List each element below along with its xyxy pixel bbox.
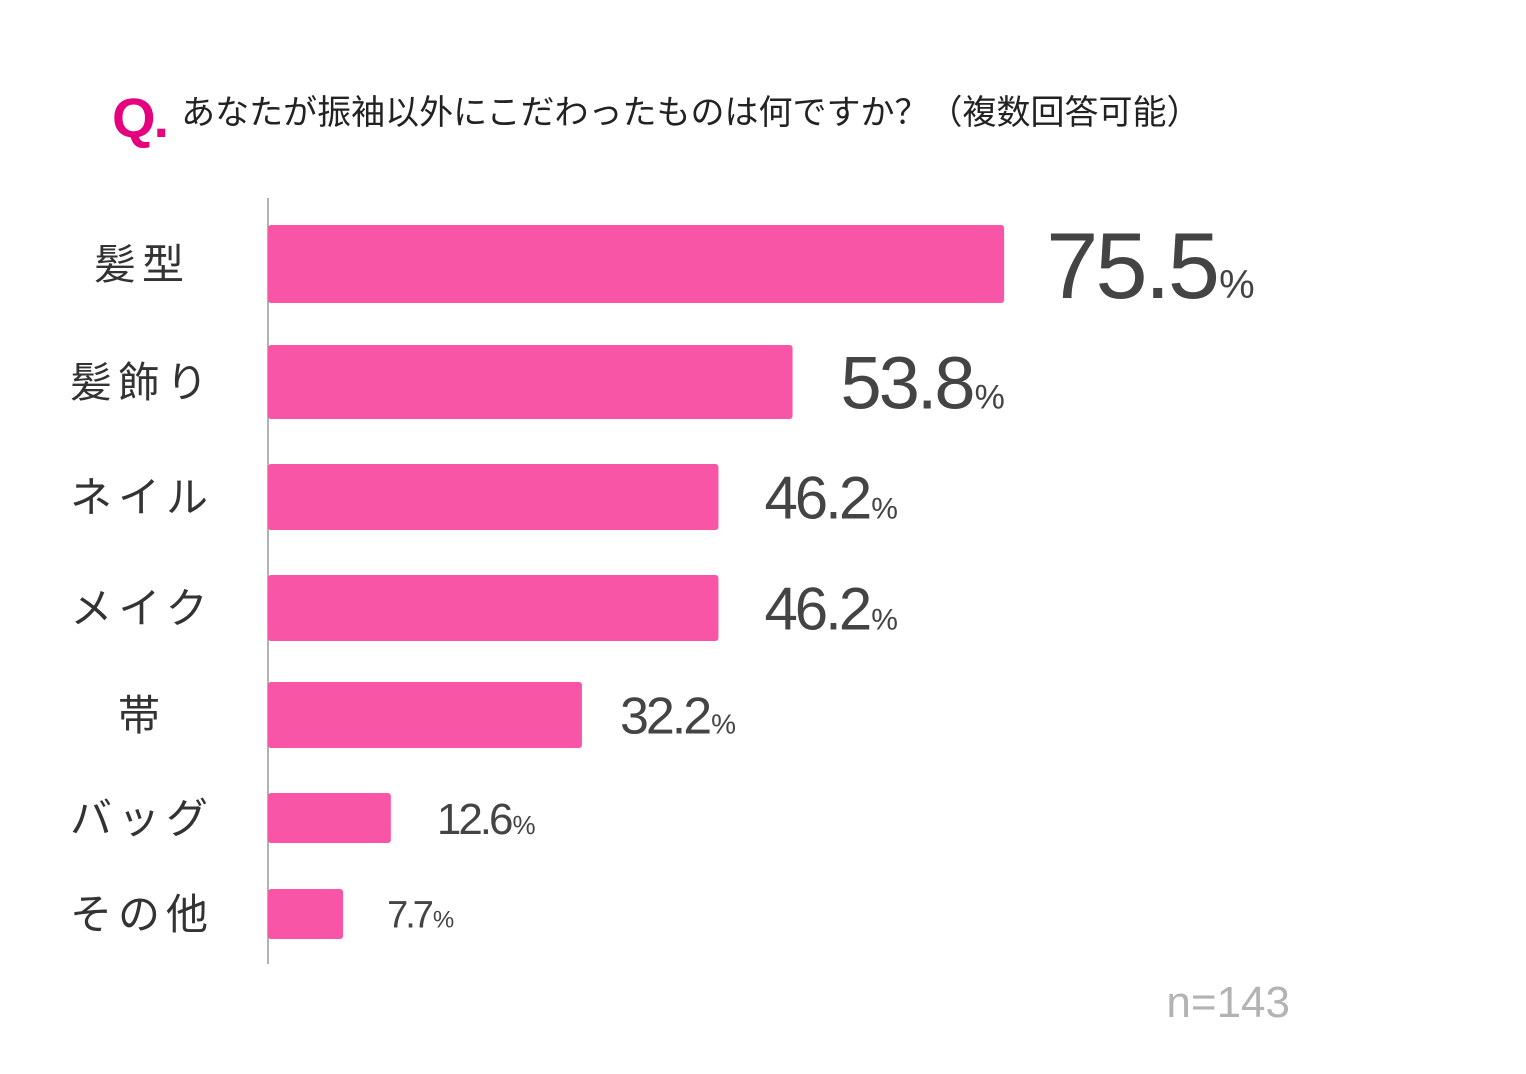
question-title: Q. あなたが振袖以外にこだわったものは何ですか？（複数回答可能） [112, 76, 1200, 146]
value-unit: % [1219, 263, 1255, 307]
value-unit: % [871, 493, 898, 526]
value-label: 12.6% [437, 795, 536, 844]
value-number: 7.7 [387, 895, 433, 937]
value-unit: % [871, 604, 898, 637]
bar [268, 793, 391, 843]
sample-size-label: n=143 [1166, 978, 1290, 1027]
category-label: 髪型 [94, 240, 190, 289]
question-mark: Q. [112, 86, 169, 149]
value-number: 12.6 [437, 795, 512, 844]
value-label: 46.2% [764, 576, 897, 643]
value-number: 75.5 [1046, 213, 1217, 318]
bar [268, 225, 1005, 303]
bar [268, 464, 719, 530]
value-unit: % [433, 907, 454, 934]
value-number: 46.2 [764, 576, 869, 643]
bar [268, 682, 582, 748]
value-unit: % [975, 379, 1005, 417]
category-label: 帯 [118, 691, 166, 740]
bar [268, 889, 344, 939]
value-number: 53.8 [841, 342, 973, 425]
value-label: 7.7% [387, 895, 454, 937]
category-label: 髪飾り [70, 358, 214, 407]
category-label: その他 [70, 890, 214, 939]
value-unit: % [512, 810, 535, 840]
category-label: メイク [70, 584, 213, 633]
category-label: ネイル [70, 473, 214, 522]
value-label: 75.5% [1046, 213, 1255, 318]
value-number: 32.2 [620, 688, 710, 746]
value-label: 32.2% [620, 688, 736, 746]
value-unit: % [711, 709, 736, 740]
category-label: バッグ [70, 794, 214, 843]
question-text: あなたが振袖以外にこだわったものは何ですか？（複数回答可能） [181, 93, 1201, 133]
value-label: 53.8% [841, 342, 1005, 425]
value-number: 46.2 [764, 465, 869, 532]
value-label: 46.2% [764, 465, 897, 532]
bar [268, 575, 719, 641]
bar [268, 345, 793, 419]
